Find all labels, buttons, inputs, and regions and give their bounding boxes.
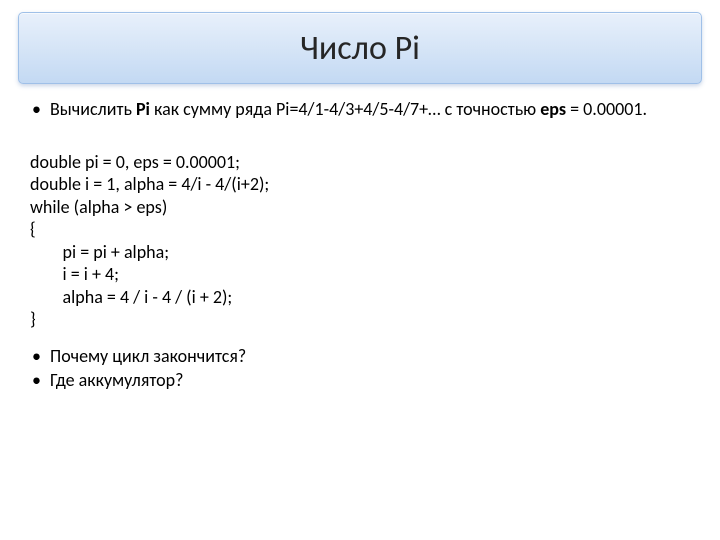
text-span: Вычислить bbox=[50, 98, 136, 120]
code-line: } bbox=[30, 308, 690, 331]
spacer bbox=[30, 123, 690, 137]
bullet-dot-icon: • bbox=[30, 369, 50, 392]
code-line: while (alpha > eps) bbox=[30, 196, 690, 219]
text-span: как сумму ряда Pi=4/1-4/3+4/5-4/7+… с то… bbox=[150, 98, 540, 120]
text-bold: eps bbox=[540, 98, 566, 120]
code-block: double pi = 0, eps = 0.00001; double i =… bbox=[30, 151, 690, 331]
code-line: i = i + 4; bbox=[30, 263, 690, 286]
code-line: { bbox=[30, 218, 690, 241]
bullet-text: Почему цикл закончится? bbox=[50, 345, 690, 368]
bullet-dot-icon: • bbox=[30, 345, 50, 368]
code-line: alpha = 4 / i - 4 / (i + 2); bbox=[30, 286, 690, 309]
slide-title: Число Pi bbox=[300, 28, 420, 69]
bullet-text: Где аккумулятор? bbox=[50, 369, 690, 392]
slide-body: • Вычислить Pi как сумму ряда Pi=4/1-4/3… bbox=[18, 84, 702, 392]
title-banner: Число Pi bbox=[18, 12, 702, 84]
text-bold: Pi bbox=[136, 98, 150, 120]
code-line: double i = 1, alpha = 4/i - 4/(i+2); bbox=[30, 173, 690, 196]
slide: Число Pi • Вычислить Pi как сумму ряда P… bbox=[0, 0, 720, 540]
bullet-dot-icon: • bbox=[30, 98, 50, 121]
code-line: pi = pi + alpha; bbox=[30, 241, 690, 264]
bullet-item: • Вычислить Pi как сумму ряда Pi=4/1-4/3… bbox=[30, 98, 690, 121]
bullet-text: Вычислить Pi как сумму ряда Pi=4/1-4/3+4… bbox=[50, 98, 690, 121]
bullet-item: • Почему цикл закончится? bbox=[30, 345, 690, 368]
code-line: double pi = 0, eps = 0.00001; bbox=[30, 151, 690, 174]
text-span: = 0.00001. bbox=[566, 98, 647, 120]
bullet-item: • Где аккумулятор? bbox=[30, 369, 690, 392]
